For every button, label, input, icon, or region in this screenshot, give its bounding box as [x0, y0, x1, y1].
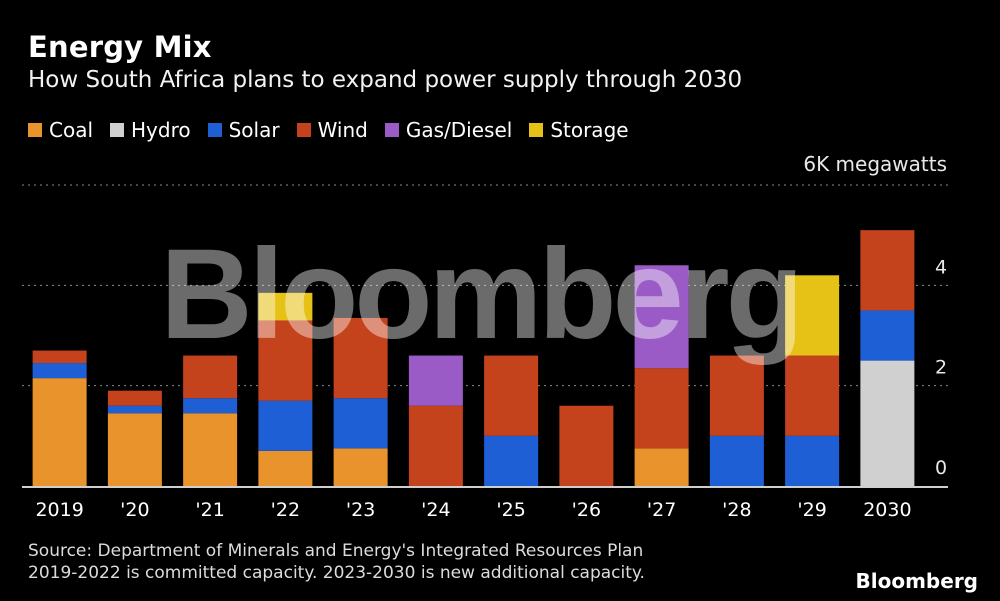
- bar-segment-coal: [32, 378, 87, 486]
- source-line-2: 2019-2022 is committed capacity. 2023-20…: [28, 563, 645, 583]
- bar-segment-wind: [860, 230, 915, 311]
- bar-segment-gas-diesel: [634, 265, 689, 369]
- x-tick-label: '26: [572, 499, 601, 521]
- legend-label: Gas/Diesel: [405, 118, 513, 142]
- legend-item-hydro: Hydro: [110, 118, 191, 142]
- unit-label: 6K megawatts: [803, 152, 947, 176]
- chart-title: Energy Mix: [28, 30, 212, 64]
- bar-segment-coal: [258, 450, 313, 486]
- legend-label: Solar: [228, 118, 280, 142]
- bar-segment-coal: [183, 413, 238, 486]
- y-tick-label: 0: [935, 457, 947, 479]
- bar-segment-storage: [258, 292, 313, 321]
- bar-segment-solar: [107, 405, 162, 414]
- bar-segment-wind: [484, 355, 539, 436]
- bar-segment-wind: [785, 355, 840, 436]
- chart-subtitle: How South Africa plans to expand power s…: [28, 67, 743, 93]
- bar-segment-gas-diesel: [408, 355, 463, 406]
- legend-item-wind: Wind: [296, 118, 368, 142]
- y-tick-label: 2: [935, 357, 947, 379]
- x-tick-label: 2019: [35, 499, 83, 521]
- bar-segment-wind: [709, 355, 764, 436]
- legend-item-storage: Storage: [529, 118, 629, 142]
- bar-segment-wind: [258, 320, 313, 401]
- bar-segment-hydro: [860, 360, 915, 486]
- x-tick-label: '21: [195, 499, 224, 521]
- legend-item-gas-diesel: Gas/Diesel: [384, 118, 513, 142]
- x-tick-label: '23: [346, 499, 375, 521]
- bar-segment-wind: [634, 368, 689, 449]
- bar-segment-wind: [333, 317, 388, 399]
- bar-segment-coal: [107, 413, 162, 486]
- x-tick-label: '25: [496, 499, 525, 521]
- source-line-1: Source: Department of Minerals and Energ…: [28, 541, 644, 561]
- bar-segment-solar: [258, 400, 313, 451]
- legend-label: Storage: [550, 118, 629, 142]
- x-tick-label: '22: [271, 499, 300, 521]
- x-tick-label: '29: [797, 499, 826, 521]
- legend-item-solar: Solar: [207, 118, 280, 142]
- legend-swatch: [529, 123, 544, 137]
- bar-segment-wind: [32, 350, 87, 364]
- bar-segment-solar: [333, 398, 388, 449]
- legend-swatch: [296, 123, 311, 137]
- bar-segment-wind: [408, 405, 463, 486]
- bar-segment-solar: [785, 435, 840, 486]
- bar-segment-coal: [333, 448, 388, 486]
- legend-label: Hydro: [131, 118, 191, 142]
- bar-segment-wind: [183, 355, 238, 399]
- bar-segment-solar: [484, 435, 539, 486]
- bloomberg-logo: Bloomberg: [855, 569, 978, 593]
- legend-label: Wind: [317, 118, 368, 142]
- legend-swatch: [384, 123, 399, 137]
- bar-segment-solar: [183, 398, 238, 414]
- legend-label: Coal: [49, 118, 94, 142]
- source-note: Source: Department of Minerals and Energ…: [28, 540, 645, 584]
- legend-swatch: [110, 123, 125, 137]
- x-tick-label: '20: [120, 499, 149, 521]
- bar-segment-solar: [860, 310, 915, 361]
- x-tick-label: 2030: [863, 499, 911, 521]
- bloomberg-watermark: Bloomberg: [160, 223, 800, 366]
- x-tick-label: '24: [421, 499, 450, 521]
- legend-item-coal: Coal: [28, 118, 93, 142]
- bar-segment-coal: [634, 448, 689, 486]
- legend-swatch: [207, 123, 222, 137]
- x-tick-label: '28: [722, 499, 751, 521]
- y-tick-label: 4: [935, 256, 947, 278]
- bar-segment-storage: [785, 275, 840, 356]
- bar-segment-solar: [32, 363, 87, 379]
- legend: Coal Hydro Solar Wind Gas/Diesel Storage: [28, 117, 646, 143]
- bar-segment-wind: [559, 405, 614, 486]
- legend-swatch: [28, 123, 42, 137]
- bar-segment-solar: [709, 435, 764, 486]
- x-tick-label: '27: [647, 499, 676, 521]
- bar-segment-wind: [107, 390, 162, 406]
